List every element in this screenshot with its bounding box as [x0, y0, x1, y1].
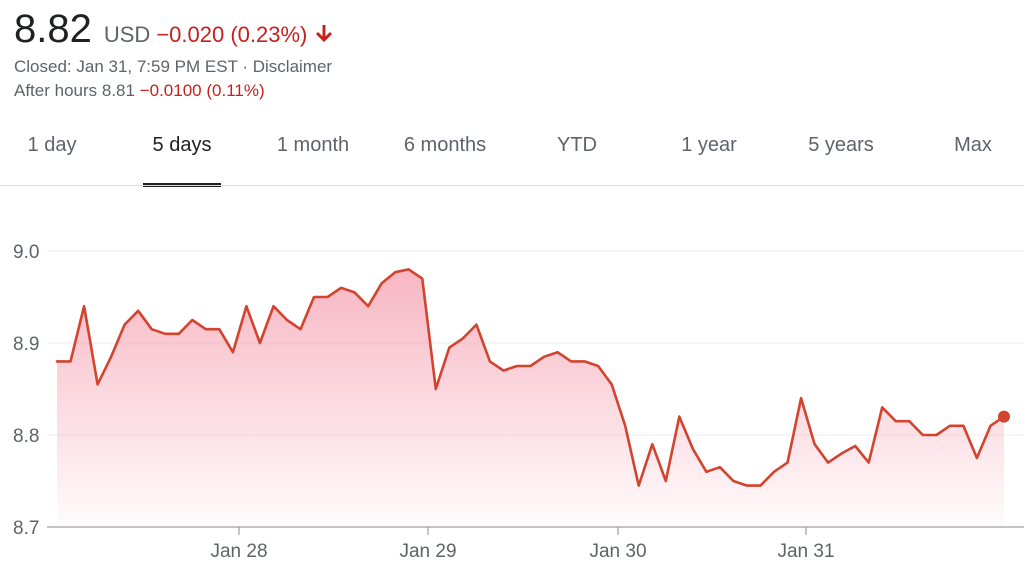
- y-tick-label: 8.9: [13, 334, 39, 355]
- closed-line: Closed: Jan 31, 7:59 PM EST · Disclaimer: [14, 55, 1014, 78]
- price-change: −0.020 (0.23%): [156, 22, 308, 47]
- tab-max[interactable]: Max: [954, 134, 992, 156]
- tab-1-year[interactable]: 1 year: [681, 134, 737, 156]
- tabs-divider: [0, 185, 1024, 186]
- range-tabs: 1 day 5 days 1 month 6 months YTD 1 year…: [0, 120, 1024, 186]
- tab-5-days[interactable]: 5 days: [152, 134, 212, 156]
- x-tick-label: Jan 28: [210, 541, 267, 562]
- series-area-fill: [57, 269, 1004, 527]
- tab-6-months[interactable]: 6 months: [403, 134, 487, 156]
- meta-separator: ·: [237, 57, 253, 76]
- current-price: 8.82: [14, 7, 92, 51]
- y-tick-label: 8.8: [13, 426, 39, 447]
- disclaimer-link[interactable]: Disclaimer: [252, 57, 333, 76]
- tab-1-day[interactable]: 1 day: [27, 134, 77, 156]
- arrow-down-icon: [315, 23, 333, 48]
- x-tick-label: Jan 30: [589, 541, 646, 562]
- y-tick-label: 9.0: [13, 242, 39, 263]
- after-hours-change: −0.0100 (0.11%): [139, 81, 265, 100]
- tab-5-years[interactable]: 5 years: [808, 134, 874, 156]
- x-tick-label: Jan 29: [399, 541, 456, 562]
- last-point-marker: [998, 410, 1010, 423]
- tab-ytd[interactable]: YTD: [557, 134, 597, 156]
- y-tick-label: 8.7: [13, 518, 39, 539]
- quote-header: 8.82 USD −0.020 (0.23%) Closed: Jan 31, …: [14, 4, 1014, 102]
- closed-time: Closed: Jan 31, 7:59 PM EST: [14, 57, 238, 76]
- after-hours-price: After hours 8.81: [14, 81, 135, 100]
- price-line: 8.82 USD −0.020 (0.23%): [14, 4, 1014, 54]
- series-line: [55, 268, 1006, 487]
- x-tick-label: Jan 31: [777, 541, 834, 562]
- currency-label: USD: [103, 22, 151, 47]
- after-hours-line: After hours 8.81 −0.0100 (0.11%): [14, 79, 1014, 102]
- tab-1-month[interactable]: 1 month: [276, 134, 350, 156]
